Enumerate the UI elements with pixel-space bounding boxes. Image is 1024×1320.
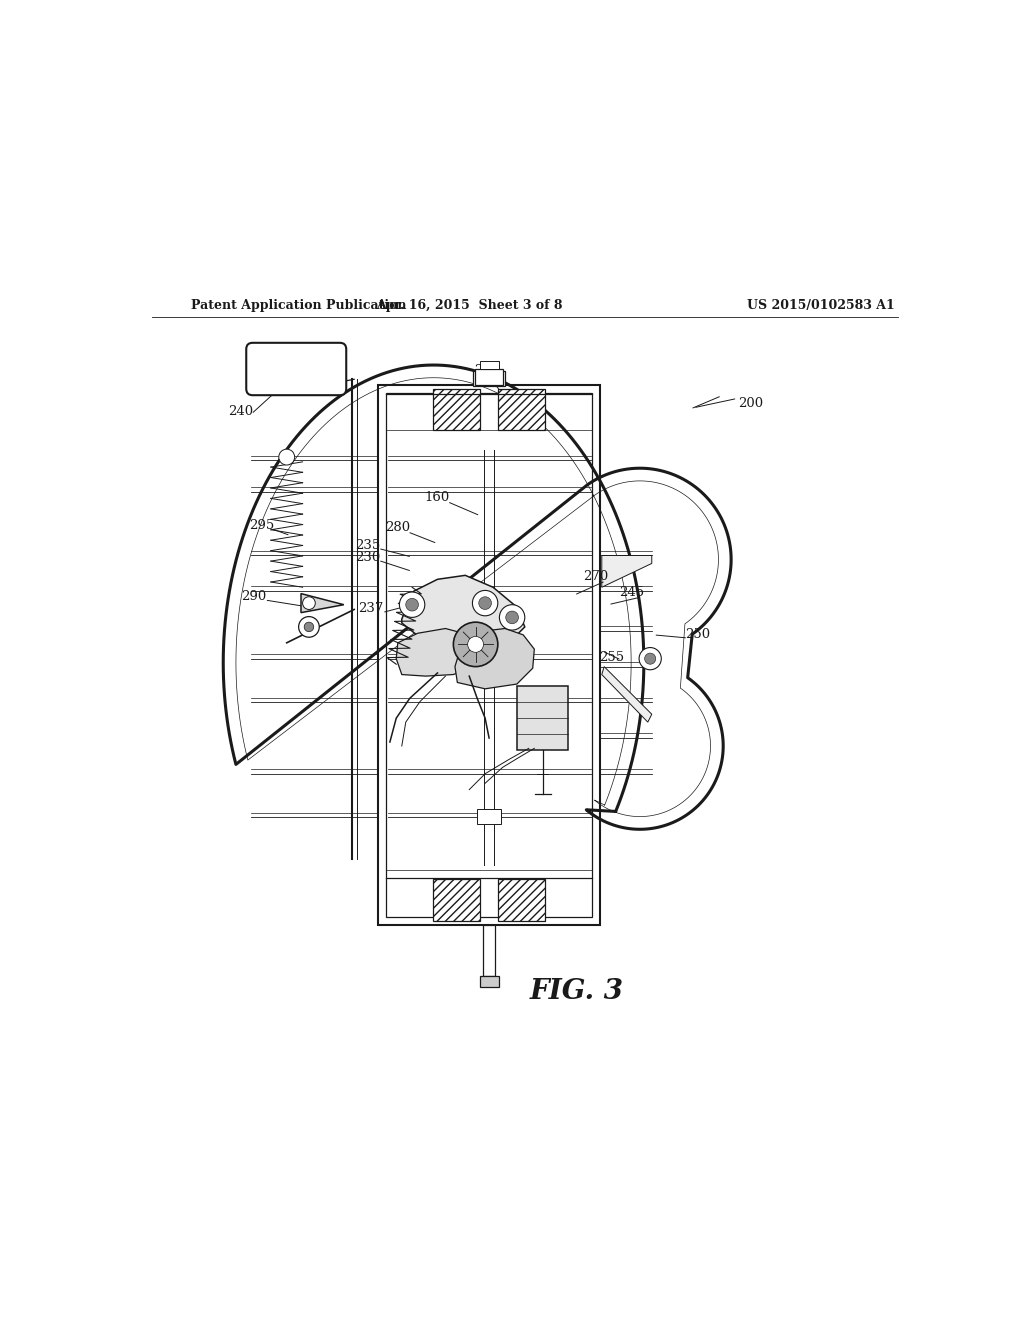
Polygon shape xyxy=(602,556,652,587)
Text: Patent Application Publication: Patent Application Publication xyxy=(191,300,407,312)
Circle shape xyxy=(279,449,295,465)
Polygon shape xyxy=(455,628,535,689)
Text: 160: 160 xyxy=(425,491,451,504)
Circle shape xyxy=(639,648,662,669)
Text: 270: 270 xyxy=(584,570,609,583)
Circle shape xyxy=(645,653,655,664)
Polygon shape xyxy=(301,594,344,612)
Circle shape xyxy=(406,598,419,611)
Text: 280: 280 xyxy=(385,521,411,535)
Text: 230: 230 xyxy=(355,550,380,564)
Text: 245: 245 xyxy=(620,586,644,599)
Text: 235: 235 xyxy=(355,539,380,552)
Text: 220: 220 xyxy=(477,603,503,616)
Text: 250: 250 xyxy=(685,628,711,642)
Text: 237: 237 xyxy=(358,602,384,615)
Bar xyxy=(517,686,568,750)
Text: 255: 255 xyxy=(599,651,625,664)
Text: 210: 210 xyxy=(520,412,546,425)
Bar xyxy=(433,389,480,430)
Circle shape xyxy=(506,611,518,624)
Text: 240: 240 xyxy=(228,404,253,417)
Text: Apr. 16, 2015  Sheet 3 of 8: Apr. 16, 2015 Sheet 3 of 8 xyxy=(376,300,562,312)
Circle shape xyxy=(399,591,425,618)
Bar xyxy=(433,879,480,920)
Polygon shape xyxy=(401,576,524,651)
Polygon shape xyxy=(602,667,652,722)
Text: 200: 200 xyxy=(738,396,764,409)
Circle shape xyxy=(472,590,498,616)
Circle shape xyxy=(500,605,524,630)
Text: US 2015/0102583 A1: US 2015/0102583 A1 xyxy=(748,300,895,312)
FancyBboxPatch shape xyxy=(246,343,346,395)
Text: 260: 260 xyxy=(474,364,500,378)
Polygon shape xyxy=(396,628,481,676)
Bar xyxy=(386,393,592,916)
Bar xyxy=(473,371,505,385)
Bar xyxy=(479,975,499,987)
Bar xyxy=(482,924,496,975)
Text: FIG. 3: FIG. 3 xyxy=(529,978,624,1006)
Text: 290: 290 xyxy=(241,590,266,603)
Bar xyxy=(475,370,504,385)
Circle shape xyxy=(303,597,315,610)
Circle shape xyxy=(304,622,313,632)
Text: 295: 295 xyxy=(249,519,274,532)
Bar xyxy=(498,389,546,430)
Bar xyxy=(477,809,501,824)
Bar xyxy=(378,385,600,924)
Circle shape xyxy=(479,597,492,610)
Circle shape xyxy=(299,616,319,638)
Bar xyxy=(498,879,546,920)
Circle shape xyxy=(468,636,483,652)
Circle shape xyxy=(454,622,498,667)
Bar xyxy=(479,362,499,370)
